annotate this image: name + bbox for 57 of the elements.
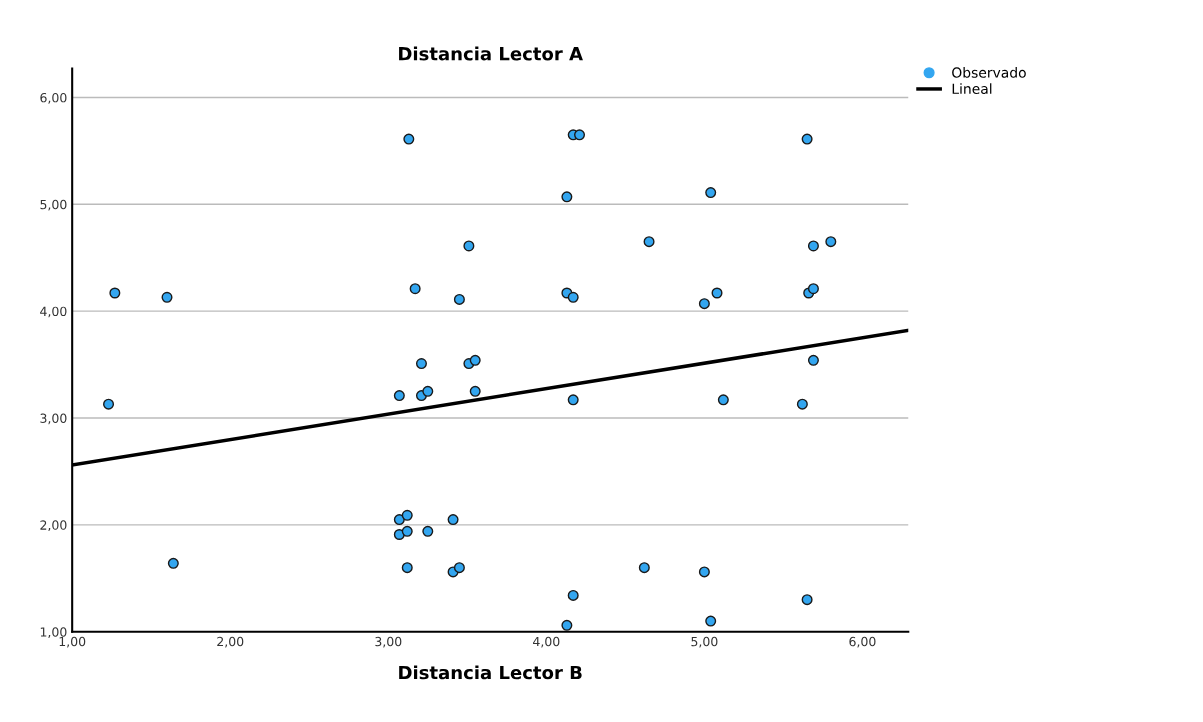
x-tick-label: 6,00 <box>849 636 876 648</box>
x-tick-label: 5,00 <box>691 636 718 648</box>
point <box>561 619 573 631</box>
y-tick-label: 2,00 <box>40 520 67 532</box>
point <box>447 514 459 526</box>
chart-title: Distancia Lector A <box>399 46 583 61</box>
point <box>469 385 481 397</box>
y-tick-label: 6,00 <box>40 92 67 104</box>
x-tick-label: 3,00 <box>375 636 402 648</box>
point <box>401 525 413 537</box>
point <box>403 133 415 145</box>
point <box>415 358 427 370</box>
point <box>567 291 579 303</box>
point <box>453 293 465 305</box>
point <box>807 240 819 252</box>
point <box>463 240 475 252</box>
point <box>825 236 837 248</box>
point <box>711 287 723 299</box>
point <box>393 390 405 402</box>
point <box>705 187 717 199</box>
point <box>638 562 650 574</box>
y-tick-label: 4,00 <box>40 306 67 318</box>
point <box>109 287 121 299</box>
x-axis-title: Distancia Lector B <box>399 665 582 680</box>
point <box>796 398 808 410</box>
point <box>698 566 710 578</box>
y-tick-label: 1,00 <box>40 627 67 638</box>
point <box>401 562 413 574</box>
point <box>453 562 465 574</box>
x-tick-label: 4,00 <box>533 636 560 648</box>
point <box>567 394 579 406</box>
legend-label: Lineal <box>952 83 992 95</box>
point <box>561 191 573 203</box>
point <box>409 283 421 295</box>
y-tick-label: 3,00 <box>40 413 67 425</box>
point <box>167 557 179 569</box>
point <box>469 354 481 366</box>
x-tick-label: 1,00 <box>59 636 86 648</box>
x-tick-label: 2,00 <box>217 636 244 648</box>
point <box>103 398 115 410</box>
legend-label: Observado <box>952 67 1026 78</box>
point <box>643 236 655 248</box>
point <box>705 615 717 627</box>
point <box>422 385 434 397</box>
point <box>422 525 434 537</box>
point <box>574 129 586 141</box>
point <box>698 298 710 310</box>
point <box>717 394 729 406</box>
y-tick-label: 5,00 <box>40 199 67 211</box>
point <box>807 354 819 366</box>
point <box>161 291 173 303</box>
point <box>567 589 579 601</box>
point <box>393 514 405 526</box>
point <box>801 594 813 606</box>
point <box>401 509 413 521</box>
point <box>807 283 819 295</box>
point <box>801 133 813 145</box>
